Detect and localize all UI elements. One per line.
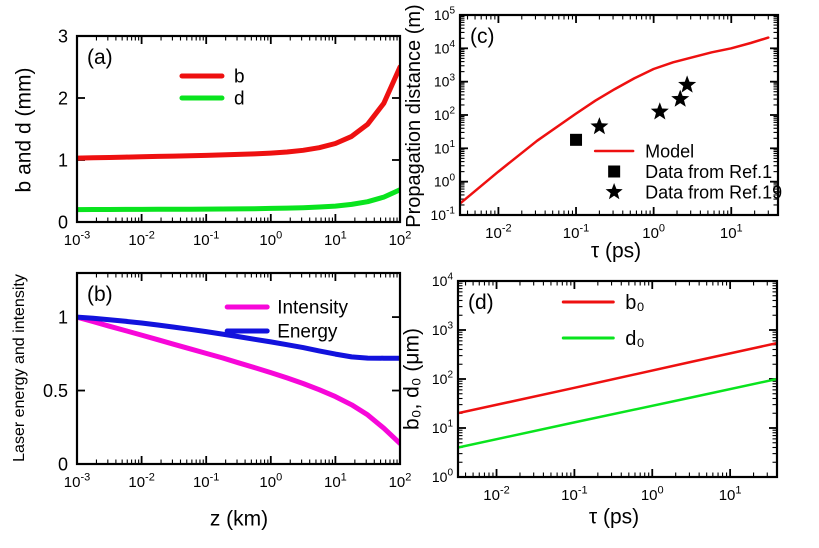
- panel-d-x-axis-title: τ (ps): [588, 505, 640, 529]
- series-layer: [77, 314, 400, 446]
- x-tick-label: 101: [324, 471, 347, 491]
- x-tick-label: 102: [389, 471, 412, 491]
- series-line-Model: [460, 36, 770, 205]
- y-tick-label: 100: [432, 468, 454, 485]
- x-tick-label: 100: [259, 229, 282, 249]
- panel-label-d: (d): [468, 291, 494, 314]
- series-line-d₀: [458, 377, 777, 449]
- panel-d: 10-2 10-1 100 101 100 101 102 103 104 b₀ d₀ (d): [432, 272, 779, 504]
- panel-c: 10-2 10-1 100 101 10-1 100 101 102 103 104 105 Mode…: [431, 6, 783, 242]
- marker-star: [671, 89, 690, 107]
- y-tick-label: 0.5: [43, 381, 68, 401]
- marker-star: [590, 117, 609, 135]
- panel-b-x-axis-title: z (km): [209, 507, 269, 531]
- series-layer: [458, 341, 777, 449]
- x-tick-label: 10-1: [561, 484, 587, 504]
- panel-b-y-axis-title: Laser energy and intensity: [11, 274, 28, 462]
- series-line-d: [77, 187, 400, 213]
- series-layer: [460, 36, 770, 205]
- y-tick-label: 101: [434, 139, 456, 156]
- x-tick-label: 10-2: [483, 484, 509, 504]
- y-tick-label: 104: [434, 39, 456, 56]
- series-layer: [77, 64, 400, 213]
- y-tick-label: 0: [58, 212, 68, 232]
- legend-label: Intensity: [277, 298, 348, 319]
- legend-label: d₀: [625, 328, 644, 350]
- panel-c-y-axis-title: Propagation distance (m): [403, 4, 425, 228]
- plot-box: [75, 271, 402, 466]
- x-tick-label: 10-2: [128, 229, 154, 249]
- x-tick-label: 100: [642, 222, 665, 242]
- x-tick-label: 100: [641, 484, 664, 504]
- y-tick-label: 103: [434, 72, 456, 89]
- x-tick-label: 101: [720, 222, 743, 242]
- y-tick-label: 0: [58, 454, 68, 474]
- plot-box: [458, 13, 780, 217]
- series-line-b₀: [458, 341, 777, 415]
- y-tick-label: 1: [58, 150, 68, 170]
- panel-label-a: (a): [87, 46, 113, 69]
- legend-label: Energy: [277, 322, 338, 343]
- legend-label: b: [234, 67, 245, 88]
- x-tick-label: 102: [389, 229, 412, 249]
- y-tick-label: 105: [434, 6, 456, 23]
- panel-label-c: (c): [470, 25, 495, 48]
- x-tick-label: 10-1: [563, 222, 589, 242]
- legend-label: Data from Ref.19: [645, 182, 782, 202]
- y-tick-label: 104: [432, 272, 454, 289]
- x-tick-label: 101: [324, 229, 347, 249]
- y-tick-label: 3: [58, 26, 68, 46]
- series-line-Intensity: [77, 314, 400, 446]
- legend-label: Model: [645, 141, 694, 161]
- plot-box: [456, 279, 779, 479]
- y-tick-label: 10-1: [431, 206, 456, 223]
- series-line-b: [77, 64, 400, 161]
- y-tick-label: 100: [434, 172, 456, 189]
- y-tick-label: 103: [432, 321, 454, 338]
- legend-label: b₀: [625, 292, 644, 314]
- marker-star: [678, 75, 697, 93]
- y-tick-label: 102: [432, 370, 454, 387]
- plot-box: [75, 34, 402, 224]
- marker-square: [570, 133, 583, 146]
- x-tick-label: 101: [719, 484, 742, 504]
- x-tick-label: 10-1: [193, 229, 219, 249]
- legend-swatch-square: [608, 165, 621, 178]
- marker-star: [650, 102, 669, 120]
- legend-label: d: [234, 89, 245, 110]
- panel-d-y-axis-title: b₀, d₀ (μm): [400, 328, 424, 430]
- legend-swatch-star: [605, 183, 623, 200]
- panel-a-y-axis-title: b and d (mm): [12, 67, 36, 193]
- panel-label-b: (b): [87, 283, 113, 306]
- y-tick-label: 101: [432, 419, 454, 436]
- x-tick-label: 10-1: [193, 471, 219, 491]
- y-tick-label: 2: [58, 88, 68, 108]
- y-tick-label: 1: [58, 307, 68, 327]
- x-tick-label: 10-2: [485, 222, 511, 242]
- series-line-Energy: [77, 314, 400, 361]
- panel-c-x-axis-title: τ (ps): [590, 239, 642, 263]
- y-tick-label: 102: [434, 106, 456, 123]
- legend-label: Data from Ref.1: [645, 162, 772, 182]
- x-tick-label: 100: [259, 471, 282, 491]
- x-tick-label: 10-2: [128, 471, 154, 491]
